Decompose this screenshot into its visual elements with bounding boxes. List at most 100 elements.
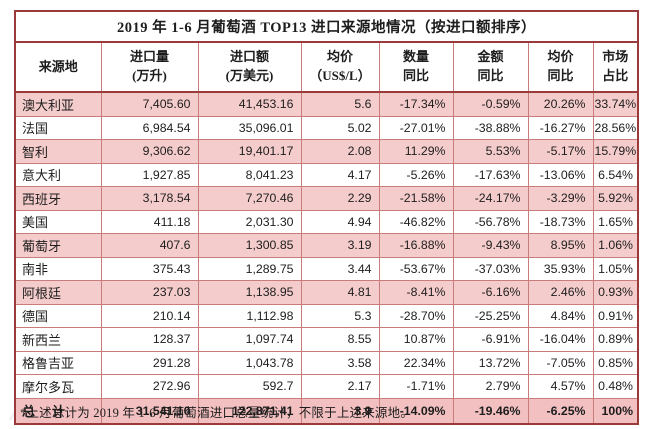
value-cell: 6.54% <box>592 162 639 187</box>
value-cell: -56.78% <box>452 209 529 234</box>
value-cell: 2.17 <box>300 374 380 399</box>
value-cell: 128.37 <box>100 327 199 352</box>
value-cell: 272.96 <box>100 374 199 399</box>
value-cell: 5.6 <box>300 91 380 117</box>
value-cell: -3.29% <box>527 186 594 211</box>
value-cell: 10.87% <box>378 327 454 352</box>
region-cell: 智利 <box>14 139 102 164</box>
value-cell: 4.94 <box>300 209 380 234</box>
value-cell: -1.71% <box>378 374 454 399</box>
value-cell: 7,270.46 <box>197 186 302 211</box>
value-cell: -6.91% <box>452 327 529 352</box>
region-cell: 摩尔多瓦 <box>14 374 102 399</box>
value-cell: 2,031.30 <box>197 209 302 234</box>
value-cell: -0.59% <box>452 91 529 117</box>
value-cell: 33.74% <box>592 91 639 117</box>
column-header-value: 进口额 (万美元) <box>197 41 302 93</box>
table-title: 2019 年 1-6 月葡萄酒 TOP13 进口来源地情况（按进口额排序） <box>14 10 639 43</box>
column-header-price-yoy: 均价 同比 <box>527 41 594 93</box>
value-cell: 1.06% <box>592 233 639 258</box>
value-cell: 28.56% <box>592 115 639 140</box>
region-cell: 意大利 <box>14 162 102 187</box>
value-cell: 291.28 <box>100 350 199 375</box>
value-cell: 1,043.78 <box>197 350 302 375</box>
value-cell: -18.73% <box>527 209 594 234</box>
region-cell: 法国 <box>14 115 102 140</box>
value-cell: 1,300.85 <box>197 233 302 258</box>
value-cell: 35,096.01 <box>197 115 302 140</box>
value-cell: 15.79% <box>592 139 639 164</box>
table-row: 德国 210.14 1,112.98 5.3 -28.70% -25.25% 4… <box>14 303 639 328</box>
header-row: 来源地 进口量 (万升) 进口额 (万美元) 均价 （US$/L） 数量 同比 金额 同比… <box>14 41 639 93</box>
value-cell: 7,405.60 <box>100 91 199 117</box>
value-cell: -16.27% <box>527 115 594 140</box>
value-cell: -8.41% <box>378 280 454 305</box>
total-value-cell: -6.25% <box>527 397 594 424</box>
value-cell: 8.95% <box>527 233 594 258</box>
value-cell: 4.84% <box>527 303 594 328</box>
column-header-amount-yoy: 金额 同比 <box>452 41 529 93</box>
value-cell: 411.18 <box>100 209 199 234</box>
value-cell: -17.34% <box>378 91 454 117</box>
value-cell: -46.82% <box>378 209 454 234</box>
total-value-cell: 100% <box>592 397 639 424</box>
value-cell: 13.72% <box>452 350 529 375</box>
value-cell: -25.25% <box>452 303 529 328</box>
table-row: 格鲁吉亚 291.28 1,043.78 3.58 22.34% 13.72% … <box>14 350 639 375</box>
value-cell: 4.81 <box>300 280 380 305</box>
column-header-region: 来源地 <box>14 41 102 93</box>
value-cell: 9,306.62 <box>100 139 199 164</box>
value-cell: 4.57% <box>527 374 594 399</box>
value-cell: 1,138.95 <box>197 280 302 305</box>
value-cell: 2.79% <box>452 374 529 399</box>
value-cell: 375.43 <box>100 256 199 281</box>
value-cell: 237.03 <box>100 280 199 305</box>
value-cell: -53.67% <box>378 256 454 281</box>
value-cell: 3.19 <box>300 233 380 258</box>
value-cell: 5.92% <box>592 186 639 211</box>
table-row: 澳大利亚 7,405.60 41,453.16 5.6 -17.34% -0.5… <box>14 91 639 117</box>
table-row: 葡萄牙 407.6 1,300.85 3.19 -16.88% -9.43% 8… <box>14 233 639 258</box>
table-row: 法国 6,984.54 35,096.01 5.02 -27.01% -38.8… <box>14 115 639 140</box>
value-cell: 3,178.54 <box>100 186 199 211</box>
value-cell: 0.48% <box>592 374 639 399</box>
table-row: 西班牙 3,178.54 7,270.46 2.29 -21.58% -24.1… <box>14 186 639 211</box>
table-row: 美国 411.18 2,031.30 4.94 -46.82% -56.78% … <box>14 209 639 234</box>
title-row: 2019 年 1-6 月葡萄酒 TOP13 进口来源地情况（按进口额排序） <box>14 10 639 43</box>
value-cell: 1,112.98 <box>197 303 302 328</box>
value-cell: -16.88% <box>378 233 454 258</box>
total-value-cell: 31,541.10 <box>100 397 199 424</box>
total-label: 总 计 <box>14 397 102 424</box>
value-cell: -7.05% <box>527 350 594 375</box>
region-cell: 葡萄牙 <box>14 233 102 258</box>
value-cell: 6,984.54 <box>100 115 199 140</box>
value-cell: 1.65% <box>592 209 639 234</box>
column-header-volume: 进口量 (万升) <box>100 41 199 93</box>
region-cell: 格鲁吉亚 <box>14 350 102 375</box>
value-cell: -9.43% <box>452 233 529 258</box>
value-cell: 2.29 <box>300 186 380 211</box>
import-table: 2019 年 1-6 月葡萄酒 TOP13 进口来源地情况（按进口额排序） 来源… <box>14 10 639 425</box>
value-cell: 8.55 <box>300 327 380 352</box>
value-cell: 2.46% <box>527 280 594 305</box>
value-cell: 5.53% <box>452 139 529 164</box>
value-cell: 3.58 <box>300 350 380 375</box>
value-cell: 3.44 <box>300 256 380 281</box>
table-row: 意大利 1,927.85 8,041.23 4.17 -5.26% -17.63… <box>14 162 639 187</box>
region-cell: 南非 <box>14 256 102 281</box>
value-cell: -17.63% <box>452 162 529 187</box>
table-row: 阿根廷 237.03 1,138.95 4.81 -8.41% -6.16% 2… <box>14 280 639 305</box>
region-cell: 阿根廷 <box>14 280 102 305</box>
value-cell: 0.93% <box>592 280 639 305</box>
value-cell: 11.29% <box>378 139 454 164</box>
value-cell: 1.05% <box>592 256 639 281</box>
value-cell: 22.34% <box>378 350 454 375</box>
table-row: 摩尔多瓦 272.96 592.7 2.17 -1.71% 2.79% 4.57… <box>14 374 639 399</box>
region-cell: 新西兰 <box>14 327 102 352</box>
region-cell: 德国 <box>14 303 102 328</box>
value-cell: 4.17 <box>300 162 380 187</box>
value-cell: -24.17% <box>452 186 529 211</box>
import-table-container: 2019 年 1-6 月葡萄酒 TOP13 进口来源地情况（按进口额排序） 来源… <box>14 10 639 425</box>
value-cell: 8,041.23 <box>197 162 302 187</box>
value-cell: 592.7 <box>197 374 302 399</box>
